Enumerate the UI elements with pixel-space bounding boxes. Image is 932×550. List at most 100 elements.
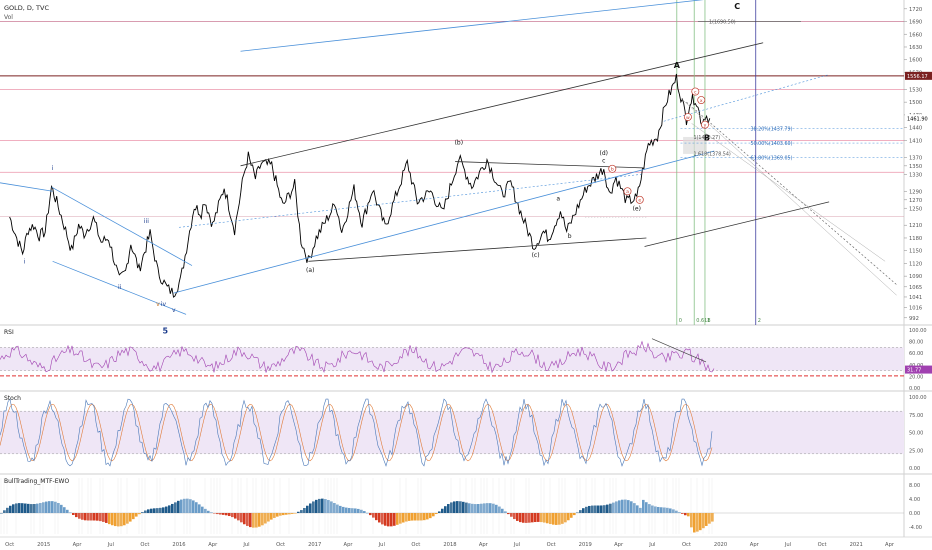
ewo-bar <box>393 513 396 526</box>
ewo-bar <box>408 513 411 521</box>
ewo-bar <box>525 513 528 523</box>
ewo-bar <box>81 513 84 520</box>
x-tick-label: Apr <box>344 542 354 548</box>
circled-wave-marker <box>635 195 644 204</box>
ewo-bar <box>306 505 309 513</box>
ewo-bar <box>663 507 666 513</box>
ewo-bar <box>90 513 93 521</box>
ewo-bar <box>699 513 702 531</box>
stoch-tick-label: 0.00 <box>909 466 920 472</box>
y-tick-label: 1330 <box>909 172 922 178</box>
ewo-bar <box>591 505 594 513</box>
ewo-bar <box>678 512 681 513</box>
ewo-bar <box>651 505 654 513</box>
ewo-bar <box>666 507 669 513</box>
price-badge-label: 1461.90 <box>907 116 928 122</box>
ewo-bar <box>243 513 246 525</box>
ewo-bar <box>690 513 693 528</box>
fib-zone-box <box>683 136 707 154</box>
ewo-bar <box>141 512 144 513</box>
ewo-bar <box>105 513 108 523</box>
y-tick-label: 1065 <box>909 285 922 291</box>
ewo-bar <box>522 513 525 523</box>
price-badge <box>905 114 932 123</box>
ewo-bar <box>585 506 588 513</box>
ewo-bar <box>126 513 129 524</box>
ewo-bar <box>3 510 6 513</box>
ewo-bar <box>261 513 264 526</box>
ewo-bar <box>603 505 606 513</box>
circled-wave-marker <box>691 87 700 96</box>
x-tick-label: 2019 <box>579 542 592 548</box>
ewo-bar <box>171 503 174 513</box>
ewo-bar <box>51 501 54 513</box>
ewo-bar <box>324 499 327 513</box>
y-tick-label: 1350 <box>909 164 922 170</box>
x-tick-label: 2018 <box>443 542 456 548</box>
wave-label: ii <box>118 284 122 291</box>
ewo-bar <box>501 508 504 513</box>
ewo-bar <box>426 513 429 520</box>
ewo-bar <box>384 513 387 526</box>
y-tick-label: 1370 <box>909 155 922 161</box>
x-tick-label: Oct <box>547 542 556 548</box>
ewo-bar <box>438 511 441 513</box>
fib-label: 38.20%(1437.79) <box>751 127 793 133</box>
ewo-bar <box>231 513 234 518</box>
ewo-bar <box>369 513 372 516</box>
ewo-bar <box>21 503 24 513</box>
ewo-bar <box>102 513 105 522</box>
y-tick-label: 1660 <box>909 32 922 38</box>
symbol-label: GOLD, D, TVC <box>4 4 49 12</box>
x-tick-label: Oct <box>411 542 420 548</box>
ewo-bar <box>228 513 231 517</box>
stoch-tick-label: 100.00 <box>909 395 927 401</box>
ewo-bar <box>630 501 633 513</box>
ewo-bar <box>123 513 126 526</box>
grey-line <box>680 97 897 296</box>
ewo-bar <box>573 513 576 516</box>
circled-wave-label: y <box>704 123 707 128</box>
wave-label: (e) <box>633 205 641 212</box>
ewo-bar <box>465 502 468 513</box>
wave-label: 5 <box>163 326 169 335</box>
ewo-bar <box>669 508 672 513</box>
rsi-value-label: 31.77 <box>907 368 921 374</box>
x-tick-label: Jul <box>378 542 385 548</box>
wave-label: b <box>568 233 572 240</box>
ewo-bar <box>531 513 534 523</box>
blue-channel-line <box>240 0 704 52</box>
blue-channel-line <box>51 186 193 266</box>
vertical-cycle-label: 1 <box>707 318 710 324</box>
ewo-bar <box>72 513 75 515</box>
ewo-bar <box>654 506 657 513</box>
ewo-bar <box>624 499 627 513</box>
ewo-bar <box>6 507 9 513</box>
ewo-bar <box>348 507 351 513</box>
ewo-bar <box>387 513 390 527</box>
ewo-bar <box>342 506 345 513</box>
ewo-bar <box>519 513 522 523</box>
x-tick-label: Jul <box>784 542 791 548</box>
x-tick-label: 2017 <box>308 542 321 548</box>
blue-dashed-line <box>663 74 830 122</box>
ewo-bar <box>303 508 306 513</box>
ewo-bar <box>159 507 162 513</box>
fib-label: 61.80%(1369.05) <box>751 156 793 162</box>
ewo-bar <box>549 513 552 525</box>
wave-label: i <box>24 258 26 265</box>
x-tick-label: 2020 <box>714 542 727 548</box>
ewo-bar <box>432 513 435 517</box>
ewo-bar <box>498 506 501 513</box>
ewo-bar <box>213 513 216 514</box>
y-tick-label: 1530 <box>909 87 922 93</box>
ewo-bar <box>189 499 192 513</box>
y-tick-label: 1180 <box>909 236 922 242</box>
ewo-bar <box>576 512 579 513</box>
ewo-bar <box>201 506 204 513</box>
wave-label: v <box>172 307 176 314</box>
ewo-bar <box>69 512 72 513</box>
wave-label: (a) <box>306 267 314 274</box>
stoch-d-line <box>0 403 713 462</box>
